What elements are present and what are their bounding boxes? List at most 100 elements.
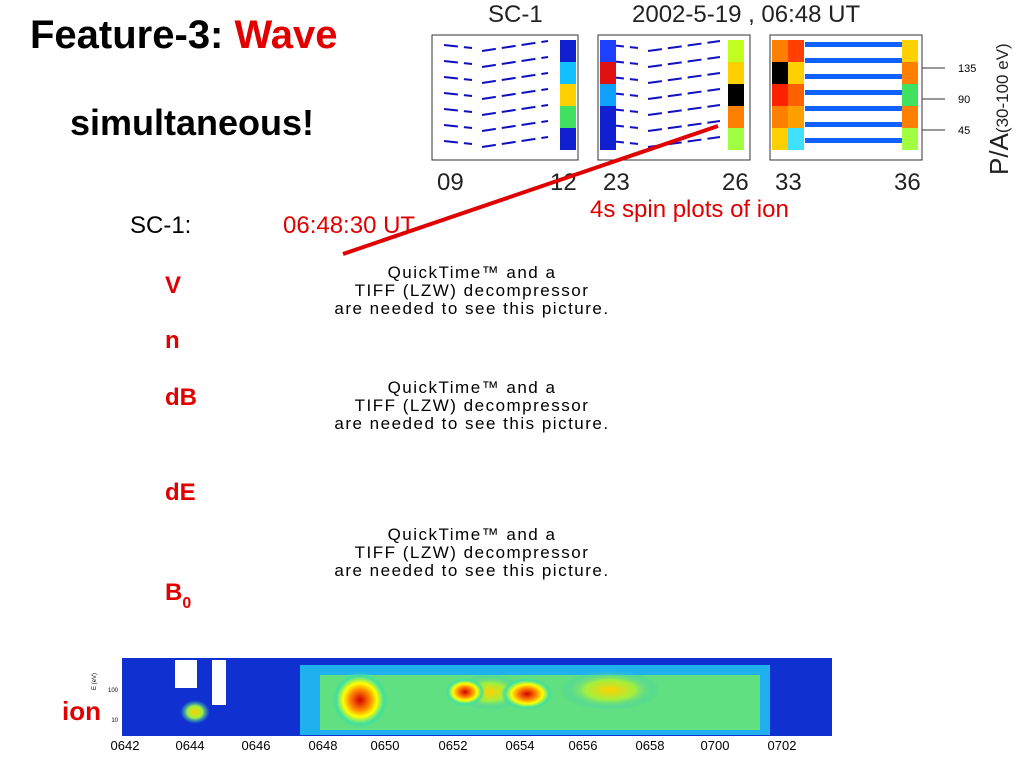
spin-x-tick: 36 xyxy=(894,169,921,196)
spin-cell xyxy=(788,128,804,150)
spin-cell xyxy=(805,58,902,63)
title-highlight: Wave xyxy=(235,13,338,57)
spin-trace xyxy=(443,120,549,132)
spectrogram-gap xyxy=(175,660,197,688)
spin-cell xyxy=(772,62,788,84)
ion-spectrogram: 100 10 0642 0644 0646 0648 0650 0652 0654 0656 065… xyxy=(108,658,832,753)
spin-cell xyxy=(788,84,804,106)
spin-cell xyxy=(902,62,918,84)
panel-label: B0 xyxy=(165,579,191,612)
spin-cell xyxy=(728,128,744,150)
spin-x-tick: 23 xyxy=(603,169,630,196)
placeholder-text: QuickTime™ and a xyxy=(388,525,557,544)
pa-tick-label: 135 xyxy=(958,63,976,75)
spin-cell xyxy=(772,128,788,150)
spin-cell xyxy=(805,74,902,79)
spin-cell xyxy=(805,106,902,111)
title-prefix: Feature-3: xyxy=(30,13,223,57)
spin-cell xyxy=(728,62,744,84)
spin-spacecraft: SC-1 xyxy=(488,1,543,28)
event-time: 06:48:30 UT xyxy=(283,212,415,239)
pointer-line xyxy=(342,124,719,256)
ion-x-tick: 0658 xyxy=(636,738,665,753)
placeholder-text: TIFF (LZW) decompressor xyxy=(355,281,590,300)
ion-y-tick: 10 xyxy=(111,718,118,724)
spin-cell xyxy=(902,128,918,150)
spin-annotation: 4s spin plots of ion xyxy=(590,196,789,223)
pa-tick-label: 90 xyxy=(958,94,970,106)
ion-label: ion xyxy=(62,696,101,726)
spin-cell xyxy=(805,122,902,127)
spin-x-tick: 26 xyxy=(722,169,749,196)
spin-cell xyxy=(902,84,918,106)
ion-x-tick: 0652 xyxy=(439,738,468,753)
spin-cell xyxy=(600,106,616,128)
pa-label: P/A xyxy=(984,132,1014,175)
placeholder-text: are needed to see this picture. xyxy=(334,414,609,433)
spin-cell xyxy=(772,106,788,128)
placeholder-text: are needed to see this picture. xyxy=(334,561,609,580)
b0-subscript: 0 xyxy=(182,595,191,612)
ion-x-tick: 0700 xyxy=(701,738,730,753)
placeholder-text: QuickTime™ and a xyxy=(388,378,557,397)
spin-cell xyxy=(560,40,576,62)
spin-cell xyxy=(902,106,918,128)
panel-label: dE xyxy=(165,479,196,506)
placeholder-text: QuickTime™ and a xyxy=(388,263,557,282)
spin-cell xyxy=(600,62,616,84)
spectrogram-blob xyxy=(445,678,485,706)
panel-label: n xyxy=(165,327,180,354)
ion-x-tick: 0644 xyxy=(176,738,205,753)
ion-y-label: E (eV) xyxy=(92,673,98,690)
spin-cell xyxy=(560,106,576,128)
placeholder-text: TIFF (LZW) decompressor xyxy=(355,543,590,562)
spectrogram-blob xyxy=(501,678,553,710)
spin-cell xyxy=(560,84,576,106)
spin-cell xyxy=(788,106,804,128)
ion-x-tick: 0648 xyxy=(309,738,338,753)
ion-x-tick: 0702 xyxy=(768,738,797,753)
ion-x-tick: 0650 xyxy=(371,738,400,753)
panel-label: V xyxy=(165,272,181,299)
placeholder-text: are needed to see this picture. xyxy=(334,299,609,318)
ion-x-tick: 0656 xyxy=(569,738,598,753)
b0-base: B xyxy=(165,579,182,606)
spin-cell xyxy=(600,128,616,150)
spin-x-tick: 09 xyxy=(437,169,464,196)
spin-panel xyxy=(431,34,579,161)
spin-cell xyxy=(805,42,902,47)
spectrogram-blob xyxy=(560,670,660,710)
spin-cell xyxy=(902,40,918,62)
spectrogram-blob xyxy=(332,672,388,728)
spin-cell xyxy=(600,40,616,62)
spin-trace xyxy=(443,88,549,100)
spin-datetime: 2002-5-19 , 06:48 UT xyxy=(632,1,860,28)
spin-cell xyxy=(600,84,616,106)
ion-x-tick: 0654 xyxy=(506,738,535,753)
spin-trace xyxy=(443,136,549,148)
subtitle: simultaneous! xyxy=(70,102,314,143)
spin-trace xyxy=(443,56,549,68)
pa-unit: (30-100 eV) xyxy=(993,43,1012,133)
placeholder-text: TIFF (LZW) decompressor xyxy=(355,396,590,415)
ion-y-tick: 100 xyxy=(108,688,119,694)
spin-cell xyxy=(560,62,576,84)
spin-cell xyxy=(772,40,788,62)
spin-cell xyxy=(805,90,902,95)
spin-cell xyxy=(805,138,902,143)
spin-x-tick: 33 xyxy=(775,169,802,196)
spin-cell xyxy=(788,40,804,62)
spin-cell xyxy=(788,62,804,84)
event-spacecraft: SC-1: xyxy=(130,212,191,239)
slide-title: Feature-3: Wave xyxy=(30,13,338,57)
spectrogram-blob xyxy=(180,700,210,724)
spin-cell xyxy=(560,128,576,150)
pa-tick-label: 45 xyxy=(958,125,970,137)
spin-cell xyxy=(772,84,788,106)
ion-x-tick: 0642 xyxy=(111,738,140,753)
spin-trace xyxy=(443,72,549,84)
ion-x-tick: 0646 xyxy=(242,738,271,753)
